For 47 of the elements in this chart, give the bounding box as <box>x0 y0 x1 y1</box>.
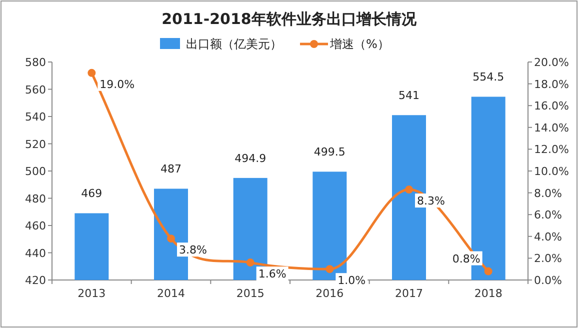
data-label: 469 <box>81 187 102 200</box>
data-label: 499.5 <box>314 146 346 159</box>
y-tick-label: 520 <box>25 138 46 151</box>
legend-label: 出口额（亿美元） <box>186 37 282 51</box>
x-tick-label: 2018 <box>474 287 502 300</box>
point <box>167 234 175 243</box>
point <box>246 258 254 267</box>
data-label: 554.5 <box>472 70 504 84</box>
y2-tick-label: 8.0% <box>534 186 562 200</box>
point <box>326 265 334 274</box>
y2-tick-label: 18.0% <box>534 78 569 91</box>
y2-tick-label: 0.0% <box>534 274 562 287</box>
point <box>88 68 96 77</box>
y-tick-label: 560 <box>25 83 46 96</box>
x-tick-label: 2013 <box>78 287 106 300</box>
point <box>484 267 492 276</box>
x-tick-label: 2014 <box>157 287 185 300</box>
data-label: 19.0% <box>100 78 135 91</box>
x-tick-label: 2016 <box>316 287 344 300</box>
data-label: 0.8% <box>452 252 480 266</box>
data-label: 3.8% <box>179 244 207 257</box>
y-tick-label: 420 <box>25 274 46 287</box>
y2-tick-label: 10.0% <box>534 165 569 178</box>
y2-tick-label: 20.0% <box>534 56 569 69</box>
data-label: 1.6% <box>258 268 286 281</box>
y-tick-label: 540 <box>25 110 46 124</box>
y2-tick-label: 12.0% <box>534 143 569 156</box>
y-tick-label: 440 <box>25 246 46 260</box>
y-tick-label: 580 <box>25 56 46 69</box>
x-tick-label: 2015 <box>236 287 264 300</box>
legend-label: 增速（%） <box>329 37 390 51</box>
point <box>405 186 413 194</box>
data-label: 494.9 <box>234 152 266 165</box>
data-label: 541 <box>398 89 420 102</box>
y-tick-label: 500 <box>25 165 46 178</box>
y-tick-label: 480 <box>25 192 46 206</box>
y2-tick-label: 16.0% <box>534 100 569 113</box>
y2-tick-label: 14.0% <box>534 121 569 134</box>
y2-tick-label: 4.0% <box>534 230 562 244</box>
data-label: 8.3% <box>417 194 445 208</box>
y2-tick-label: 2.0% <box>534 252 562 266</box>
y2-tick-label: 6.0% <box>534 208 562 222</box>
x-tick-label: 2017 <box>395 287 423 300</box>
data-label: 1.0% <box>338 274 366 288</box>
chart-title: 2011-2018年软件业务出口增长情况 <box>162 10 418 28</box>
data-label: 487 <box>160 162 182 176</box>
y-tick-label: 460 <box>25 220 46 232</box>
